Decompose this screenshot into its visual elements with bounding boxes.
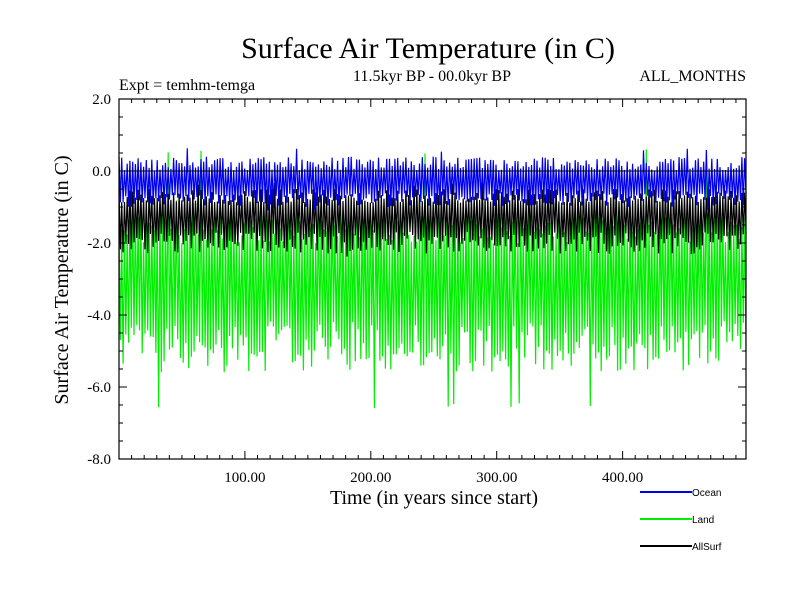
experiment-label: Expt = temhm-temga: [119, 77, 255, 94]
legend-label-ocean: Ocean: [692, 488, 721, 499]
series-line-allsurf: [118, 182, 747, 257]
y-tick-label: -8.0: [87, 452, 111, 468]
axes: 100.00 200.00 300.00 400.00 2.0 0.0 -2.0 -4.0 -6…: [87, 92, 747, 486]
x-tick-label: 200.00: [350, 470, 391, 486]
y-tick-label: 2.0: [92, 92, 111, 108]
x-tick-label: 400.00: [602, 470, 643, 486]
legend: Ocean Land AllSurf: [640, 488, 722, 553]
x-tick-label: 300.00: [476, 470, 517, 486]
plot-data: [118, 148, 747, 408]
legend-label-land: Land: [692, 515, 714, 526]
y-tick-label: -6.0: [87, 380, 111, 396]
series-line-land: [118, 149, 747, 408]
chart-title: Surface Air Temperature (in C): [241, 32, 615, 65]
series-line-ocean: [118, 148, 747, 211]
months-label: ALL_MONTHS: [639, 68, 746, 85]
x-tick-label: 100.00: [224, 470, 265, 486]
y-tick-label: -2.0: [87, 236, 111, 252]
y-tick-label: 0.0: [92, 164, 111, 180]
legend-label-allsurf: AllSurf: [692, 542, 722, 553]
chart-subtitle: 11.5kyr BP - 00.0kyr BP: [353, 68, 511, 85]
x-axis-label: Time (in years since start): [330, 487, 538, 509]
y-axis-label: Surface Air Temperature (in C): [51, 155, 73, 404]
y-tick-label: -4.0: [87, 308, 111, 324]
